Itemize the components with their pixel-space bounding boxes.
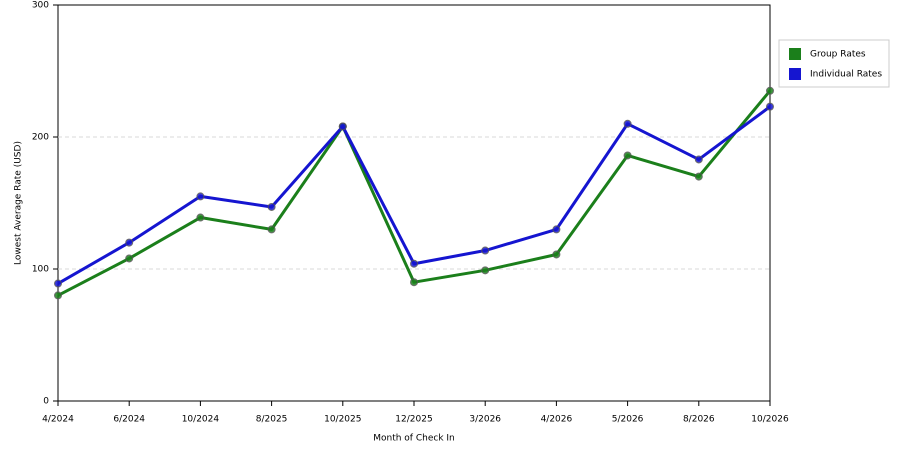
y-tick-label: 0 (43, 397, 49, 407)
y-tick-label: 200 (32, 133, 49, 143)
point (623, 119, 632, 128)
point (766, 102, 774, 111)
point (267, 202, 276, 211)
x-tick-label: 5/2026 (612, 415, 644, 425)
x-tick-label: 4/2026 (541, 415, 573, 425)
legend-swatch (789, 48, 801, 60)
y-tick-label: 100 (32, 265, 49, 275)
legend-label: Group Rates (810, 50, 866, 60)
point (338, 122, 347, 131)
point (694, 155, 703, 164)
x-tick-label: 12/2025 (395, 415, 432, 425)
point (481, 246, 490, 255)
x-tick-label: 10/2024 (182, 415, 220, 425)
point (410, 259, 418, 268)
point (552, 225, 561, 234)
x-tick-label: 10/2025 (324, 415, 361, 425)
point (54, 291, 62, 300)
y-tick-label: 300 (32, 1, 49, 11)
legend: Group Rates Individual Rates (778, 39, 890, 88)
legend-swatch (789, 68, 801, 80)
point (196, 192, 205, 201)
x-axis-label: Month of Check In (373, 434, 455, 444)
point (623, 151, 632, 160)
y-axis-label: Lowest Average Rate (USD) (14, 141, 24, 265)
x-tick-label: 8/2026 (683, 415, 715, 425)
x-tick-label: 10/2026 (751, 415, 789, 425)
point (766, 86, 774, 95)
point (267, 225, 276, 234)
x-tick-label: 6/2024 (113, 415, 145, 425)
legend-label: Individual Rates (810, 70, 882, 80)
point (196, 213, 205, 222)
plot-area (57, 4, 771, 402)
x-tick-label: 8/2025 (256, 415, 288, 425)
point (481, 266, 490, 275)
point (694, 172, 703, 181)
x-tick-label: 4/2024 (42, 415, 74, 425)
point (125, 254, 134, 263)
point (54, 279, 62, 288)
x-tick-label: 3/2026 (469, 415, 501, 425)
point (552, 250, 561, 259)
point (410, 278, 418, 287)
point (125, 238, 134, 247)
